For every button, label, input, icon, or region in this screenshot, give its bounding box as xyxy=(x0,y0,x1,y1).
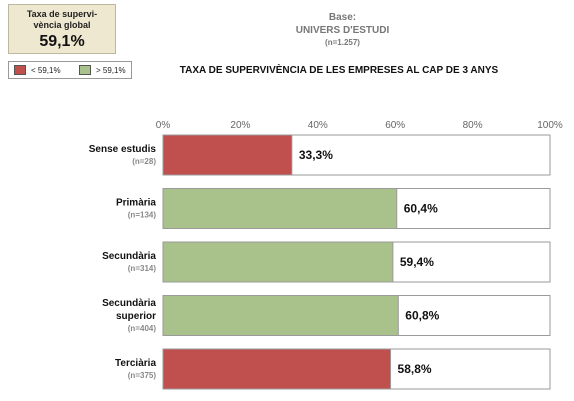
bar xyxy=(162,134,293,176)
value-label: 33,3% xyxy=(299,148,333,162)
category-label: Secundària xyxy=(102,298,156,309)
x-tick-label: 60% xyxy=(385,120,405,131)
global-survival-label-line2: vència global xyxy=(33,20,91,30)
x-tick-label: 20% xyxy=(230,120,250,131)
base-label: Base: xyxy=(328,12,357,23)
global-survival-value: 59,1% xyxy=(39,33,85,50)
x-tick-label: 40% xyxy=(308,120,328,131)
base-info: Base: UNIVERS D'ESTUDI (n=1.257) xyxy=(230,12,455,47)
category-n-label: (n=404) xyxy=(128,324,157,333)
legend: < 59,1% > 59,1% xyxy=(8,61,132,79)
category-label: Secundària xyxy=(102,251,156,262)
value-label: 60,8% xyxy=(405,309,439,323)
value-label: 58,8% xyxy=(398,362,432,376)
legend-label-below: < 59,1% xyxy=(31,66,61,75)
category-n-label: (n=28) xyxy=(132,157,156,166)
category-label: Terciària xyxy=(115,358,156,369)
category-label: Sense estudis xyxy=(89,144,157,155)
bar xyxy=(162,188,398,229)
x-tick-label: 0% xyxy=(156,120,171,131)
bar xyxy=(162,241,394,283)
category-n-label: (n=134) xyxy=(128,211,157,220)
bar xyxy=(162,295,399,336)
base-n: (n=1.257) xyxy=(325,38,360,47)
x-tick-label: 100% xyxy=(537,120,563,131)
chart-title: TAXA DE SUPERVIVÈNCIA DE LES EMPRESES AL… xyxy=(179,65,499,76)
category-n-label: (n=314) xyxy=(128,264,157,273)
x-tick-label: 80% xyxy=(463,120,483,131)
value-label: 59,4% xyxy=(400,255,434,269)
legend-swatch-below xyxy=(14,65,26,75)
value-label: 60,4% xyxy=(404,202,438,216)
global-survival-box: Taxa de supervi- vència global 59,1% xyxy=(8,4,116,54)
category-n-label: (n=375) xyxy=(128,371,157,380)
global-survival-label-line1: Taxa de supervi- xyxy=(26,9,98,19)
legend-swatch-above xyxy=(79,65,91,75)
base-universe: UNIVERS D'ESTUDI xyxy=(295,25,390,36)
bar xyxy=(162,348,392,390)
category-label: Primària xyxy=(116,198,156,209)
legend-label-above: > 59,1% xyxy=(96,66,126,75)
category-label: superior xyxy=(116,311,156,322)
global-survival-label: Taxa de supervi- vència global xyxy=(9,9,115,31)
